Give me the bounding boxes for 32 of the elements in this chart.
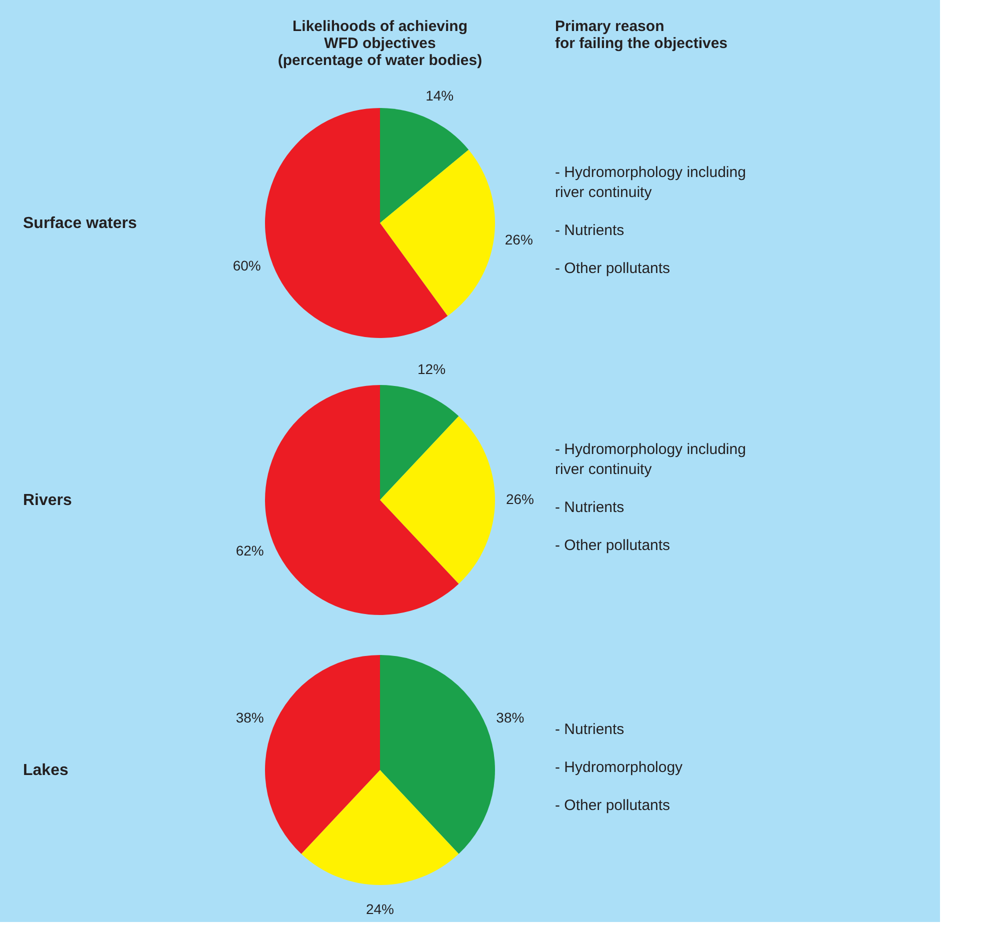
pie-slice (265, 385, 459, 615)
text: - Nutrients (555, 499, 624, 516)
pie-slice (380, 655, 495, 854)
data-label: 26% (506, 491, 534, 507)
data-label: 14% (426, 87, 454, 104)
pie-slice (301, 770, 459, 885)
text: - Hydromorphology including river continuity (555, 441, 746, 478)
text: Primary reason for failing the objectives (555, 18, 728, 52)
data-label: 38% (236, 709, 264, 726)
pie-slice (380, 150, 495, 316)
data-label: 60% (232, 257, 261, 274)
text: - Hydromorphology (555, 759, 684, 776)
text: Likelihoods of achieving WFD objectives (percentage of water bodies) (278, 18, 482, 69)
text: Surface waters (23, 215, 137, 232)
text: - Other pollutants (555, 537, 670, 554)
text: - Nutrients (555, 721, 624, 738)
text: - Other pollutants (555, 797, 670, 814)
text: - Other pollutants (555, 260, 670, 277)
data-label: 26% (504, 232, 533, 248)
pie-slice (265, 655, 380, 854)
pie-slice (380, 385, 459, 500)
pie-slice (265, 108, 448, 338)
text: - Hydromorphology including river continuity (555, 164, 746, 201)
data-label: 62% (236, 542, 264, 559)
text: Lakes (23, 762, 68, 779)
text: Rivers (23, 492, 72, 509)
data-label: 38% (496, 709, 524, 726)
pie-slice (380, 108, 469, 223)
pie-slice (380, 416, 495, 584)
data-label: 12% (418, 360, 446, 377)
text: - Nutrients (555, 222, 624, 239)
data-label: 24% (366, 901, 394, 917)
